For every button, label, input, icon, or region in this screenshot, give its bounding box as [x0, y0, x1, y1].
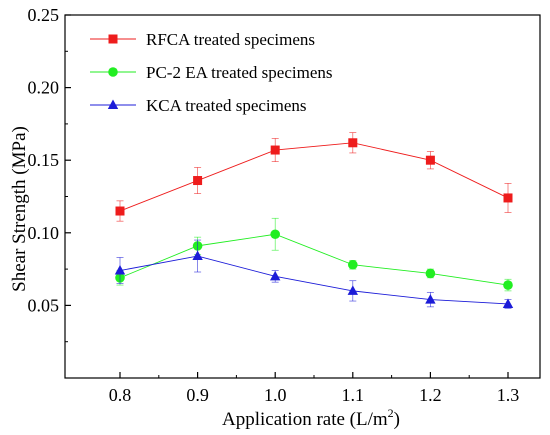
data-point: [348, 259, 358, 270]
legend-label: RFCA treated specimens: [146, 30, 315, 49]
data-point: [270, 145, 280, 155]
x-tick-label: 0.8: [109, 385, 132, 405]
data-point: [193, 176, 203, 186]
legend-label: PC-2 EA treated specimens: [146, 63, 333, 82]
x-tick-label: 1.1: [342, 385, 365, 405]
legend-item: RFCA treated specimens: [90, 30, 315, 49]
data-point: [348, 138, 358, 148]
series-1: [115, 132, 513, 222]
legend-marker: [107, 99, 119, 109]
data-point: [425, 294, 436, 304]
series-2: [115, 217, 513, 292]
data-point: [502, 298, 514, 308]
data-point: [270, 229, 281, 240]
axes: 0.05 0.10 0.15 0.20 0.25 0.8 0.9 1.0 1.1 1.2 1.3: [28, 5, 541, 405]
data-point: [270, 270, 281, 281]
y-tick-label: 0.20: [28, 78, 60, 98]
series-line: [119, 233, 509, 286]
data-point: [115, 206, 125, 216]
series-line: [119, 255, 509, 305]
data-point: [503, 280, 513, 290]
series-3: [114, 239, 514, 309]
legend-marker: [108, 34, 118, 44]
data-point: [114, 265, 126, 275]
legend-marker: [108, 67, 118, 77]
y-tick-label: 0.05: [28, 295, 60, 315]
y-tick-label: 0.15: [28, 150, 60, 170]
data-point: [503, 193, 513, 203]
data-point: [192, 250, 203, 261]
data-point: [425, 268, 436, 279]
y-tick-label: 0.10: [28, 223, 60, 243]
data-point: [425, 155, 435, 165]
x-tick-label: 0.9: [186, 385, 209, 405]
data-point: [347, 285, 358, 295]
x-tick-label: 1.3: [497, 385, 520, 405]
legend: RFCA treated specimens PC-2 EA treated sp…: [90, 30, 333, 115]
plot-area: [114, 132, 514, 309]
y-axis-title: Shear Strength (MPa): [9, 126, 30, 292]
x-tick-label: 1.0: [264, 385, 287, 405]
legend-label: KCA treated specimens: [146, 96, 307, 115]
legend-item: KCA treated specimens: [90, 96, 307, 115]
series-line: [119, 142, 509, 212]
x-axis-title: Application rate (L/m2): [222, 406, 400, 430]
x-tick-label: 1.2: [419, 385, 442, 405]
y-tick-label: 0.25: [28, 5, 60, 25]
legend-item: PC-2 EA treated specimens: [90, 63, 333, 82]
